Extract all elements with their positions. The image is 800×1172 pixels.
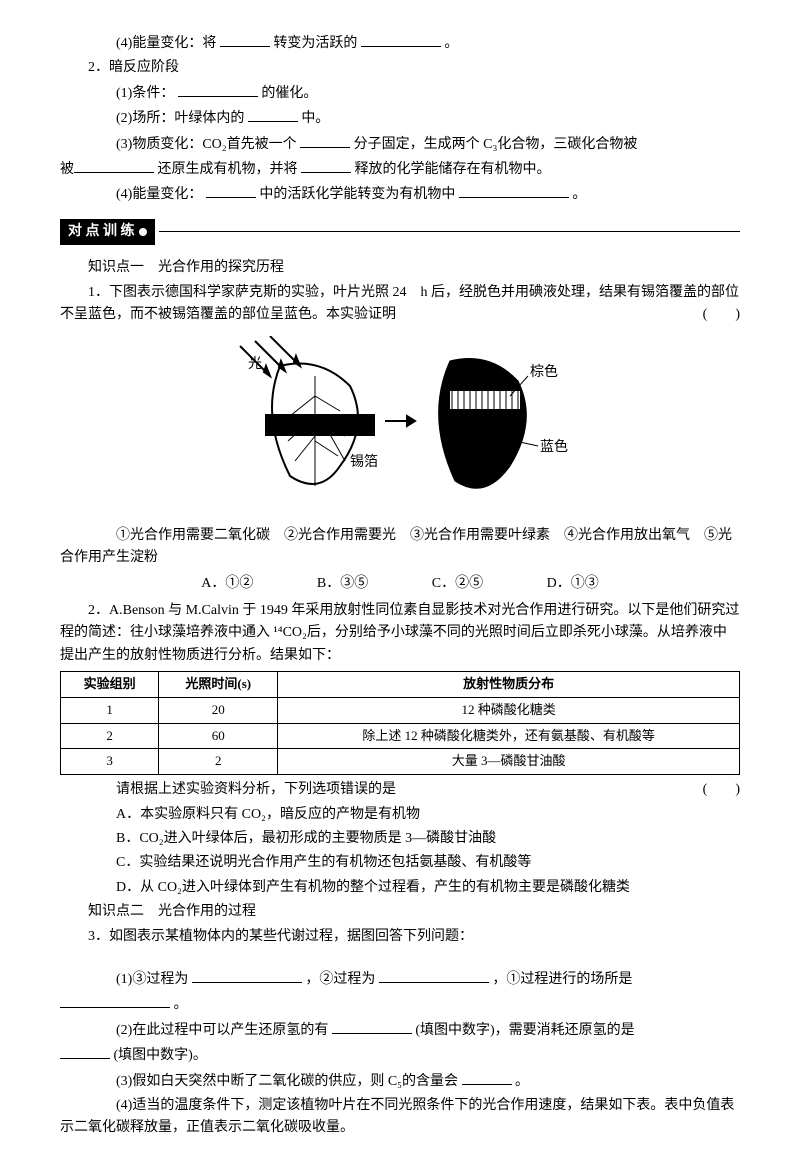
cond-3: (3)物质变化：CO₂首先被一个 分子固定，生成两个 C₃化合物，三碳化合物被 — [60, 133, 740, 156]
cond-2: (2)场所：叶绿体内的 中。 — [60, 107, 740, 130]
q2-opt-b[interactable]: B．CO₂进入叶绿体后，最初形成的主要物质是 3—磷酸甘油酸 — [60, 828, 740, 850]
answer-paren[interactable]: ( ) — [675, 304, 740, 326]
cell: 60 — [159, 723, 278, 749]
figure-placeholder — [60, 950, 740, 966]
dark-reaction-heading: 2．暗反应阶段 — [60, 57, 740, 79]
th-dist: 放射性物质分布 — [278, 672, 740, 698]
text: 1．下图表示德国科学家萨克斯的实验，叶片光照 24 h 后，经脱色并用碘液处理，… — [60, 285, 739, 322]
opt-d[interactable]: D．①③ — [547, 573, 599, 595]
table-header: 实验组别 光照时间(s) 放射性物质分布 — [61, 672, 740, 698]
text: (4)能量变化： — [116, 187, 202, 202]
text: (2)在此过程中可以产生还原氢的有 — [116, 1023, 328, 1038]
blank[interactable] — [332, 1019, 412, 1034]
text: ，②过程为 — [305, 972, 375, 987]
blank[interactable] — [300, 133, 350, 148]
label-blue: 蓝色 — [540, 438, 568, 455]
label-light: 光 — [248, 356, 262, 372]
blank[interactable] — [248, 107, 298, 122]
cell: 2 — [159, 749, 278, 775]
th-time: 光照时间(s) — [159, 672, 278, 698]
cell: 12 种磷酸化糖类 — [278, 697, 740, 723]
blank[interactable] — [459, 183, 569, 198]
q3-1-cont: 。 — [60, 993, 740, 1016]
cell: 1 — [61, 697, 159, 723]
blank[interactable] — [206, 183, 256, 198]
text: (3)假如白天突然中断了二氧化碳的供应，则 C₅的含量会 — [116, 1074, 458, 1089]
text: 。 — [572, 187, 586, 202]
blank[interactable] — [178, 82, 258, 97]
text: 释放的化学能储存在有机物中。 — [355, 162, 551, 177]
cell: 大量 3—磷酸甘油酸 — [278, 749, 740, 775]
text: 的催化。 — [261, 86, 317, 101]
blank[interactable] — [462, 1070, 512, 1085]
text: (填图中数字)。 — [114, 1048, 207, 1063]
leaf-svg: 光 锡箔 棕色 蓝色 — [220, 336, 580, 506]
text: (1)条件： — [116, 86, 174, 101]
text: 。 — [515, 1074, 529, 1089]
q1-stem: 1．下图表示德国科学家萨克斯的实验，叶片光照 24 h 后，经脱色并用碘液处理，… — [60, 282, 740, 327]
q2-ask: 请根据上述实验资料分析，下列选项错误的是 ( ) — [60, 779, 740, 801]
q3-1: (1)③过程为 ，②过程为 ，①过程进行的场所是 — [60, 968, 740, 991]
text: 中的活跃化学能转变为有机物中 — [259, 187, 455, 202]
q2-opt-a[interactable]: A．本实验原料只有 CO₂，暗反应的产物是有机物 — [60, 804, 740, 826]
knowledge-point-1: 知识点一 光合作用的探究历程 — [60, 257, 740, 279]
table-row: 2 60 除上述 12 种磷酸化糖类外，还有氨基酸、有机酸等 — [61, 723, 740, 749]
blank[interactable] — [192, 968, 302, 983]
text: (3)物质变化：CO₂首先被一个 — [116, 137, 297, 152]
text: 。 — [444, 36, 458, 51]
opt-c[interactable]: C．②⑤ — [432, 573, 483, 595]
cond-3-cont: 被 还原生成有机物，并将 释放的化学能储存在有机物中。 — [60, 158, 740, 181]
text: 分子固定，生成两个 C₃化合物，三碳化合物被 — [354, 137, 638, 152]
text: (填图中数字)，需要消耗还原氢的是 — [415, 1023, 634, 1038]
text: 。 — [174, 997, 188, 1012]
knowledge-point-2: 知识点二 光合作用的过程 — [60, 901, 740, 923]
label-foil: 锡箔 — [350, 454, 378, 470]
practice-badge: 对 点 训 练 — [60, 219, 155, 245]
section-divider: 对 点 训 练 — [60, 219, 740, 245]
q1-options: A．①② B．③⑤ C．②⑤ D．①③ — [60, 573, 740, 595]
cond-4: (4)能量变化： 中的活跃化学能转变为有机物中 。 — [60, 183, 740, 206]
q2-opt-c[interactable]: C．实验结果还说明光合作用产生的有机物还包括氨基酸、有机酸等 — [60, 852, 740, 874]
blank[interactable] — [301, 158, 351, 173]
th-group: 实验组别 — [61, 672, 159, 698]
table-row: 3 2 大量 3—磷酸甘油酸 — [61, 749, 740, 775]
energy-change-4: (4)能量变化：将 转变为活跃的 。 — [60, 32, 740, 55]
blank[interactable] — [220, 32, 270, 47]
q3-2-cont: (填图中数字)。 — [60, 1044, 740, 1067]
q1-items: ①光合作用需要二氧化碳 ②光合作用需要光 ③光合作用需要叶绿素 ④光合作用放出氧… — [60, 525, 740, 570]
blank[interactable] — [60, 1044, 110, 1059]
text: 还原生成有机物，并将 — [158, 162, 298, 177]
opt-a[interactable]: A．①② — [201, 573, 253, 595]
text: ，①过程进行的场所是 — [492, 972, 632, 987]
answer-paren[interactable]: ( ) — [647, 779, 740, 801]
opt-b[interactable]: B．③⑤ — [317, 573, 368, 595]
blank[interactable] — [60, 993, 170, 1008]
text: 请根据上述实验资料分析，下列选项错误的是 — [116, 782, 396, 797]
cell: 3 — [61, 749, 159, 775]
cell: 2 — [61, 723, 159, 749]
text: (2)场所：叶绿体内的 — [116, 111, 244, 126]
q2-opt-d[interactable]: D．从 CO₂进入叶绿体到产生有机物的整个过程看，产生的有机物主要是磷酸化糖类 — [60, 877, 740, 899]
q2-stem: 2．A.Benson 与 M.Calvin 于 1949 年采用放射性同位素自显… — [60, 600, 740, 667]
text: 转变为活跃的 — [273, 36, 357, 51]
cell: 除上述 12 种磷酸化糖类外，还有氨基酸、有机酸等 — [278, 723, 740, 749]
table-row: 1 20 12 种磷酸化糖类 — [61, 697, 740, 723]
rule — [159, 231, 741, 232]
q3-2: (2)在此过程中可以产生还原氢的有 (填图中数字)，需要消耗还原氢的是 — [60, 1019, 740, 1042]
text: (1)③过程为 — [116, 972, 188, 987]
q3-4: (4)适当的温度条件下，测定该植物叶片在不同光照条件下的光合作用速度，结果如下表… — [60, 1095, 740, 1140]
text: 中。 — [301, 111, 329, 126]
blank[interactable] — [74, 158, 154, 173]
q3-3: (3)假如白天突然中断了二氧化碳的供应，则 C₅的含量会 。 — [60, 1070, 740, 1093]
blank[interactable] — [361, 32, 441, 47]
leaf-experiment-figure: 光 锡箔 棕色 蓝色 — [60, 336, 740, 514]
cond-1: (1)条件： 的催化。 — [60, 82, 740, 105]
q2-table: 实验组别 光照时间(s) 放射性物质分布 1 20 12 种磷酸化糖类 2 60… — [60, 671, 740, 775]
blank[interactable] — [379, 968, 489, 983]
cell: 20 — [159, 697, 278, 723]
q3-stem: 3．如图表示某植物体内的某些代谢过程，据图回答下列问题： — [60, 926, 740, 948]
label-brown: 棕色 — [530, 363, 558, 380]
text: (4)能量变化：将 — [116, 36, 216, 51]
